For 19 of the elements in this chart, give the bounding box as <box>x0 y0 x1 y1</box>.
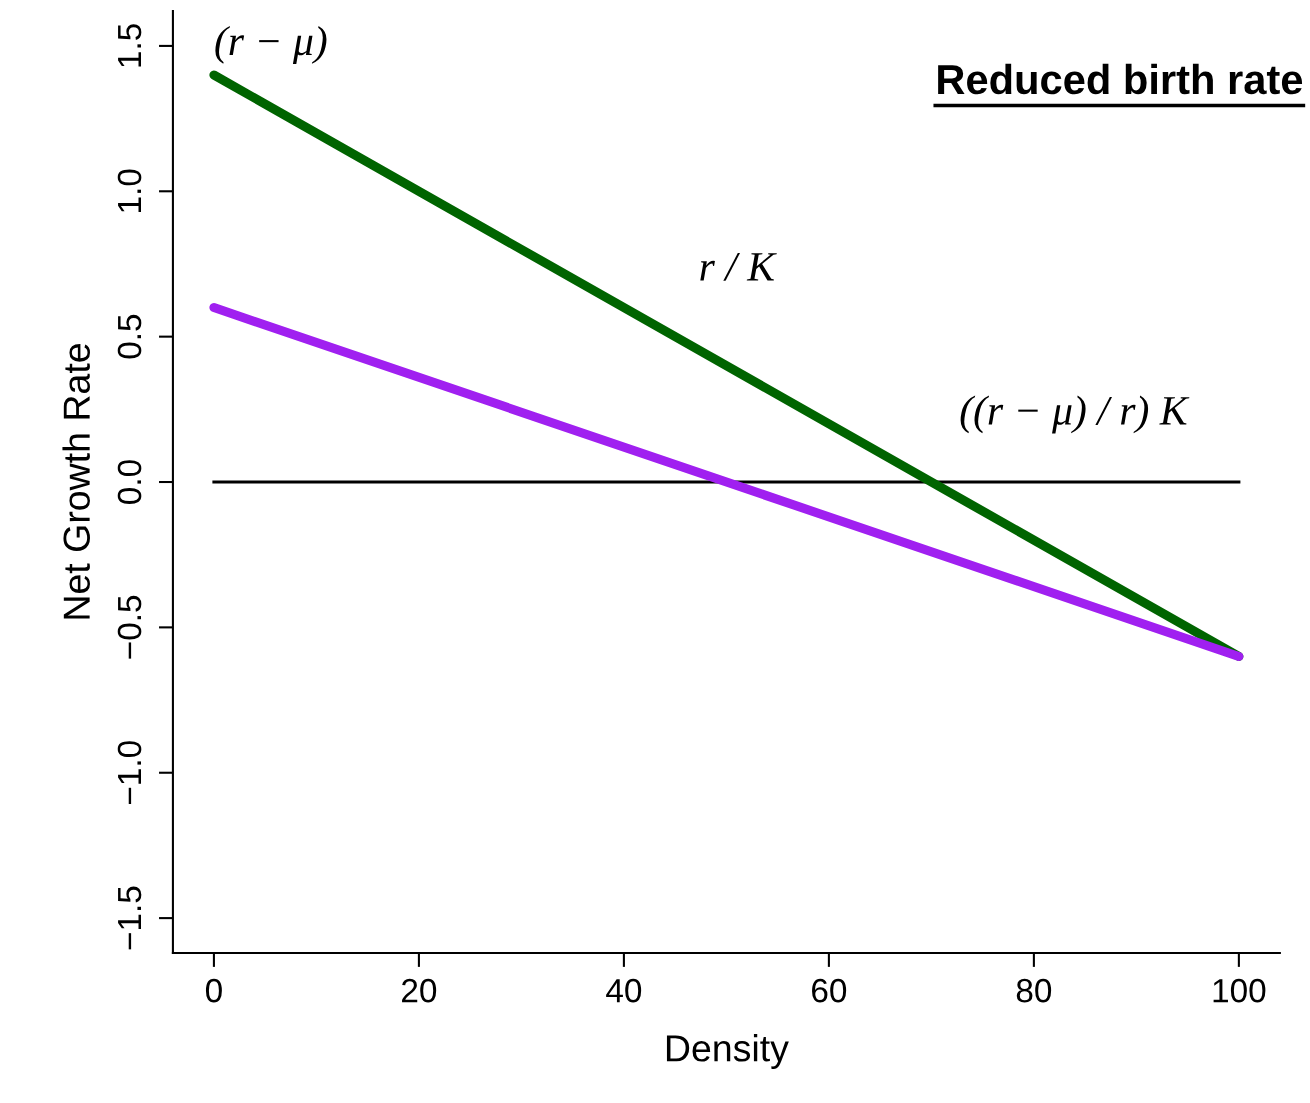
y-tick-label: −0.5 <box>117 595 142 659</box>
y-tick-label: −1.0 <box>117 741 142 804</box>
x-tick-label: 20 <box>402 978 437 1003</box>
x-tick-label: 60 <box>812 978 847 1003</box>
x-tick-label: 0 <box>205 978 222 1003</box>
x-tick-label: 40 <box>606 978 642 1003</box>
y-tick-label: −1.5 <box>118 886 142 950</box>
annotation: ((r − μ) / r) K <box>960 395 1190 434</box>
y-tick-label: 0.5 <box>117 314 142 359</box>
x-axis-title: Density <box>666 1034 789 1070</box>
y-tick-label: 0.0 <box>117 460 142 504</box>
text: Reduced birth rate <box>938 63 1303 95</box>
annotation: r / K <box>700 252 777 281</box>
x-tick-label: 80 <box>1016 978 1052 1003</box>
y-tick-label: 1.5 <box>118 24 142 67</box>
y-axis-title: Net Growth Rate <box>62 344 90 619</box>
y-tick-label: 1.0 <box>117 169 142 212</box>
annotation: (r − μ) <box>215 26 327 64</box>
x-tick-label: 100 <box>1213 978 1266 1003</box>
